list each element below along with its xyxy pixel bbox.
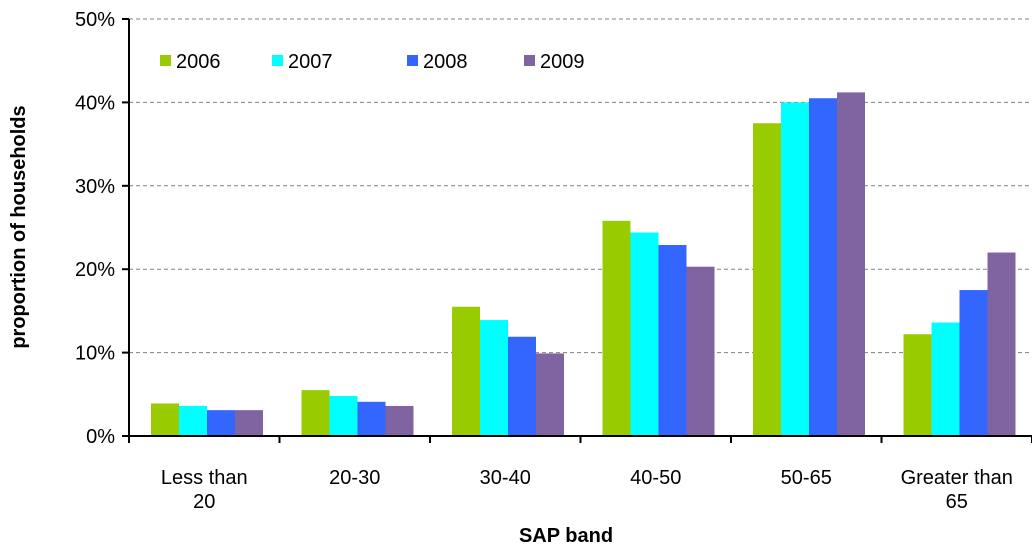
bar-2007-0 (179, 405, 207, 436)
legend-label-2006: 2006 (176, 51, 221, 73)
bar-2007-1 (329, 395, 358, 436)
legend-swatch-2006 (160, 55, 171, 66)
y-axis-title: proportion of households (8, 105, 30, 348)
y-tick-label: 30% (75, 176, 115, 198)
legend-swatch-2008 (407, 55, 418, 66)
x-tick-label: 30-40 (480, 467, 531, 489)
x-tick-label: 40-50 (630, 467, 681, 489)
x-tick-label: 50-65 (781, 467, 832, 489)
bar-2007-5 (931, 322, 960, 436)
bar-2006-5 (903, 334, 932, 436)
legend-label-2007: 2007 (288, 51, 333, 73)
bar-2006-0 (151, 403, 179, 436)
bar-2009-0 (235, 410, 263, 436)
bar-2008-4 (809, 98, 837, 436)
bar-2008-2 (508, 336, 536, 436)
bar-2006-3 (602, 220, 631, 436)
bars (151, 92, 1016, 437)
bar-2009-2 (536, 353, 564, 436)
bar-2008-0 (207, 410, 235, 436)
x-tick-label: Greater than 65 (901, 467, 1013, 513)
y-tick-labels: 0% 10% 20% 30% 40% 50% (75, 9, 115, 448)
bar-2007-2 (480, 320, 508, 436)
bar-2009-1 (385, 405, 414, 436)
legend-swatch-2007 (272, 55, 283, 66)
bar-2008-5 (959, 290, 988, 436)
bar-2008-1 (357, 401, 386, 436)
legend-label-2009: 2009 (540, 51, 585, 73)
y-tick-label: 50% (75, 9, 115, 31)
bar-2007-4 (781, 102, 809, 437)
bar-2006-4 (753, 123, 781, 436)
x-tick-labels: Less than 20 20-30 30-40 40-50 50-65 Greater t… (161, 467, 1013, 513)
legend: 2006 2007 2008 2009 (160, 51, 585, 73)
bar-2009-5 (987, 252, 1016, 436)
axes (122, 18, 1032, 443)
legend-label-2008: 2008 (423, 51, 468, 73)
bar-2008-3 (658, 245, 687, 436)
bar-2009-4 (837, 92, 865, 436)
bar-2009-3 (686, 266, 715, 436)
y-tick-label: 40% (75, 92, 115, 114)
y-tick-label: 10% (75, 343, 115, 365)
y-tick-label: 0% (86, 426, 115, 448)
y-tick-label: 20% (75, 259, 115, 281)
gridlines (129, 18, 1032, 354)
x-tick-label: 20-30 (329, 467, 380, 489)
bar-2006-2 (452, 306, 480, 436)
legend-swatch-2009 (524, 55, 535, 66)
bar-2007-3 (630, 232, 659, 436)
x-axis-title: SAP band (519, 525, 613, 547)
bar-2006-1 (301, 390, 330, 436)
x-tick-label: Less than 20 (161, 467, 248, 513)
